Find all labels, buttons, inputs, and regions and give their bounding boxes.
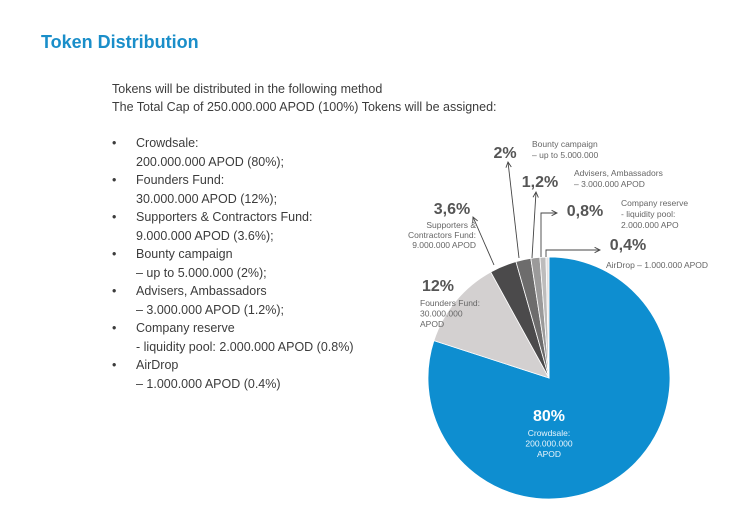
list-item-name: AirDrop [136,358,179,372]
slice-description-label: – 3.000.000 APOD [574,179,645,189]
slice-description-label: AirDrop – 1.000.000 APOD [606,260,708,270]
slice-percent-label: 3,6% [434,201,470,218]
pie-slice [545,256,550,379]
slice-description-label: 30.000.000 [420,309,463,319]
bullet-icon: • [112,284,117,298]
slice-description-label: Supporters & [426,220,476,230]
list-item-name: Founders Fund: [136,173,225,187]
slice-percent-label: 80% [533,408,565,425]
list-item: • Supporters & Contractors Fund: 9.000.0… [112,208,353,245]
leader-arrow [473,217,495,266]
list-item-detail: – 1.000.000 APOD (0.4%) [136,376,281,391]
list-item-detail: 200.000.000 APOD (80%); [136,154,285,169]
slice-description-label: 200.000.000 [525,439,573,449]
slice-percent-label: 0,4% [610,237,646,254]
list-item: • Founders Fund: 30.000.000 APOD (12%); [112,171,353,208]
list-item: • AirDrop – 1.000.000 APOD (0.4%) [112,356,353,393]
slice-percent-label: 2% [493,145,516,162]
bullet-icon: • [112,358,117,372]
bullet-icon: • [112,247,117,261]
list-item-detail: - liquidity pool: 2.000.000 APOD (0.8%) [136,339,354,354]
list-item-name: Bounty campaign [136,247,233,261]
bullet-icon: • [112,136,117,150]
leader-arrow [531,192,536,259]
slice-description-label: Advisers, Ambassadors [574,168,663,178]
list-item: • Company reserve - liquidity pool: 2.00… [112,319,353,356]
bullet-icon: • [112,210,117,224]
leader-arrow [508,162,520,259]
intro-line: The Total Cap of 250.000.000 APOD (100%)… [112,100,497,114]
slice-percent-label: 1,2% [522,174,558,191]
intro-line: Tokens will be distributed in the follow… [112,82,383,96]
slice-description-label: APOD [537,449,561,459]
list-item: • Advisers, Ambassadors – 3.000.000 APOD… [112,282,353,319]
slice-description-label: APOD [420,319,444,329]
slice-percent-label: 12% [422,278,454,295]
slice-description-label: Crowdsale: [528,428,571,438]
page-title: Token Distribution [41,32,199,52]
slice-description-label: – up to 5.000.000 [532,150,598,160]
bullet-icon: • [112,173,117,187]
slice-percent-label: 0,8% [567,203,603,220]
list-item: • Bounty campaign – up to 5.000.000 (2%)… [112,245,353,282]
pie-slice [433,271,550,379]
leader-arrow [545,250,600,257]
list-item-name: Company reserve [136,321,235,335]
leader-arrow [540,213,557,257]
slice-description-label: Contractors Fund: [408,230,476,240]
slice-description-label: 2.000.000 APO [621,220,679,230]
slice-description-label: Founders Fund: [420,298,480,308]
intro-text: Tokens will be distributed in the follow… [112,80,497,116]
list-item-detail: – up to 5.000.000 (2%); [136,265,267,280]
distribution-list: • Crowdsale: 200.000.000 APOD (80%); • F… [112,134,353,393]
slice-description-label: - liquidity pool: [621,209,675,219]
list-item-name: Advisers, Ambassadors [136,284,267,298]
slice-description-label: Bounty campaign [532,139,598,149]
list-item-name: Crowdsale: [136,136,199,150]
list-item-detail: 30.000.000 APOD (12%); [136,191,278,206]
list-item: • Crowdsale: 200.000.000 APOD (80%); [112,134,353,171]
list-item-detail: 9.000.000 APOD (3.6%); [136,228,274,243]
slice-description-label: 9.000.000 APOD [412,240,476,250]
slice-description-label: Company reserve [621,198,688,208]
list-item-detail: – 3.000.000 APOD (1.2%); [136,302,285,317]
bullet-icon: • [112,321,117,335]
list-item-name: Supporters & Contractors Fund: [136,210,313,224]
